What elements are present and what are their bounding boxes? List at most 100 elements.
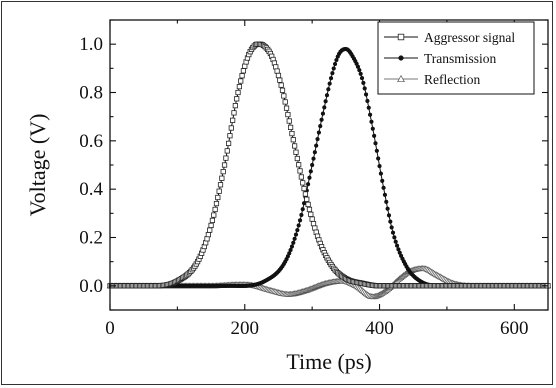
- data-point: [219, 175, 225, 181]
- data-point: [374, 148, 379, 153]
- data-point: [320, 111, 326, 116]
- data-point: [389, 225, 394, 230]
- data-point: [367, 112, 373, 117]
- data-point: [204, 236, 210, 242]
- data-point: [236, 84, 242, 90]
- data-point: [239, 73, 245, 79]
- data-point: [291, 240, 296, 245]
- data-point: [212, 206, 218, 213]
- data-point: [384, 199, 389, 204]
- data-point: [275, 72, 282, 79]
- legend-marker: [397, 33, 405, 41]
- data-point: [278, 82, 284, 88]
- data-point: [208, 222, 214, 229]
- data-point: [301, 201, 307, 206]
- x-tick-label: 600: [500, 318, 529, 339]
- data-point: [319, 117, 324, 122]
- data-point: [223, 155, 229, 161]
- legend-entry: Transmission: [424, 51, 497, 66]
- data-point: [293, 149, 299, 155]
- data-point: [377, 163, 382, 169]
- series-layer: [106, 41, 552, 300]
- data-point: [312, 150, 317, 155]
- data-point: [300, 207, 305, 212]
- data-point: [295, 228, 300, 233]
- data-point: [386, 213, 392, 218]
- legend: Aggressor signal Transmission Reflection: [377, 21, 535, 95]
- data-point: [300, 180, 306, 186]
- data-point: [287, 124, 294, 130]
- data-point: [216, 188, 222, 194]
- data-point: [288, 247, 293, 253]
- data-point: [372, 133, 377, 138]
- data-point: [217, 182, 224, 188]
- data-point: [334, 57, 339, 63]
- data-point: [312, 225, 318, 231]
- data-point: [292, 143, 298, 149]
- data-point: [279, 87, 286, 93]
- data-point: [328, 76, 334, 81]
- data-point: [235, 89, 241, 96]
- data-point: [326, 87, 331, 92]
- y-tick-label: 0.2: [79, 228, 103, 249]
- x-tick-label: 0: [105, 318, 115, 339]
- data-point: [385, 206, 390, 211]
- data-point: [277, 77, 283, 83]
- data-point: [305, 201, 311, 208]
- data-point: [289, 130, 295, 137]
- data-point: [232, 103, 238, 109]
- data-point: [308, 169, 313, 174]
- data-point: [298, 174, 304, 180]
- data-point: [231, 110, 237, 116]
- data-point: [310, 162, 315, 168]
- data-point: [309, 216, 315, 222]
- data-point: [274, 68, 280, 74]
- data-point: [373, 141, 378, 146]
- data-point: [304, 196, 310, 202]
- legend-entry: Reflection: [424, 72, 480, 87]
- data-point: [305, 182, 311, 187]
- data-point: [327, 81, 332, 86]
- data-point: [296, 223, 301, 228]
- legend-entry: Aggressor signal: [424, 30, 515, 45]
- data-point: [296, 162, 302, 168]
- series-aggressor-signal: [107, 41, 551, 289]
- data-point: [215, 194, 221, 201]
- data-point: [322, 105, 327, 110]
- data-point: [357, 67, 362, 73]
- data-point: [273, 64, 279, 70]
- data-point: [390, 230, 396, 235]
- data-point: [362, 86, 367, 91]
- data-point: [359, 75, 365, 81]
- data-point: [324, 93, 330, 98]
- x-axis-title: Time (ps): [286, 349, 371, 374]
- data-point: [330, 71, 335, 76]
- data-point: [207, 227, 213, 233]
- data-point: [238, 78, 244, 84]
- data-point: [361, 80, 366, 86]
- data-point: [225, 140, 232, 146]
- data-point: [311, 156, 316, 161]
- y-tick-label: 0.4: [79, 179, 103, 200]
- y-tick-label: 0.6: [79, 131, 103, 152]
- data-point: [299, 212, 304, 218]
- data-point: [323, 99, 328, 104]
- data-point: [293, 232, 299, 237]
- data-point: [285, 111, 291, 118]
- data-point: [331, 66, 336, 71]
- data-point: [366, 105, 371, 110]
- axes-layer: 0 200 400 600 0.0 0.2 0.4 0.6 0.8 1.0: [79, 19, 549, 339]
- data-point: [358, 71, 363, 76]
- y-tick-label: 1.0: [79, 34, 103, 55]
- data-point: [363, 92, 369, 97]
- data-point: [393, 239, 398, 244]
- data-point: [376, 156, 381, 161]
- data-point: [230, 117, 236, 123]
- data-point: [302, 191, 309, 197]
- data-point: [365, 98, 370, 104]
- data-point: [297, 168, 303, 174]
- data-point: [292, 236, 297, 241]
- data-point: [378, 171, 384, 176]
- data-point: [211, 212, 217, 218]
- x-tick-label: 200: [231, 318, 260, 339]
